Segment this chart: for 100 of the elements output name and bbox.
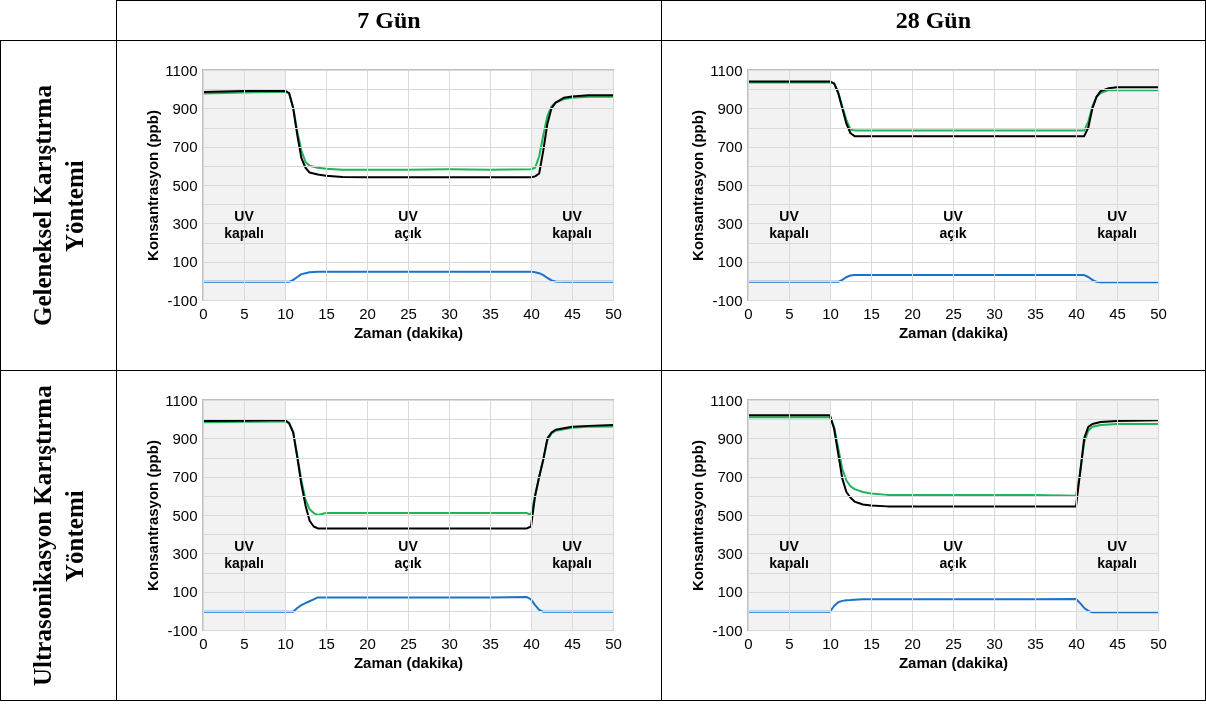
text: Ultrasonikasyon Karıştırma Yöntemi	[27, 384, 89, 688]
x-tick-label: 15	[318, 634, 336, 652]
x-tick-label: 50	[1149, 304, 1167, 322]
x-tick-label: 5	[240, 634, 250, 652]
x-axis-title: Zaman (dakika)	[354, 653, 464, 671]
band-label: UV açık	[394, 208, 423, 242]
x-tick-label: 30	[441, 634, 459, 652]
y-tick-label: 500	[172, 176, 198, 194]
x-tick-label: 45	[1108, 304, 1126, 322]
band-label: UV kapalı	[552, 538, 593, 572]
x-tick-label: 40	[1067, 304, 1085, 322]
band-label: UV kapalı	[768, 538, 809, 572]
text: Geleneksel Karıştırma Yöntemi	[27, 84, 89, 328]
band-label: UV kapalı	[224, 538, 265, 572]
x-tick-label: 0	[744, 634, 753, 652]
x-tick-label: 30	[985, 634, 1003, 652]
x-axis-title: Zaman (dakika)	[354, 323, 464, 341]
y-axis-title: Konsantrasyon (ppb)	[689, 110, 707, 261]
y-tick-label: 100	[172, 253, 198, 271]
y-tick-label: 700	[172, 138, 198, 156]
x-tick-label: 5	[785, 634, 794, 652]
y-axis-title: Konsantrasyon (ppb)	[144, 110, 162, 261]
y-tick-label: 900	[172, 99, 198, 117]
x-tick-label: 30	[985, 304, 1003, 322]
band-label: UV kapalı	[1096, 208, 1137, 242]
x-tick-label: 40	[1067, 634, 1085, 652]
y-tick-label: 300	[717, 544, 743, 562]
y-tick-label: -100	[167, 291, 198, 309]
line-series	[203, 596, 614, 613]
band-label: UV kapalı	[1096, 538, 1137, 572]
y-tick-label: 1100	[165, 61, 198, 79]
band-label: UV açık	[939, 208, 967, 242]
chart-title: 7 Gün	[116, 0, 662, 41]
y-tick-label: 700	[717, 138, 743, 156]
band-label: UV açık	[939, 538, 967, 572]
y-tick-label: 300	[717, 214, 743, 232]
y-axis-title: Konsantrasyon (ppb)	[144, 440, 162, 591]
y-tick-label: -100	[712, 291, 743, 309]
line-series	[747, 597, 1158, 614]
y-tick-label: 500	[717, 176, 743, 194]
x-tick-label: 50	[1149, 634, 1167, 652]
x-tick-label: 15	[862, 634, 880, 652]
x-tick-label: 5	[240, 304, 250, 322]
x-axis-title: Zaman (dakika)	[898, 323, 1008, 341]
y-tick-label: 300	[172, 214, 198, 232]
x-tick-label: 50	[605, 304, 623, 322]
y-tick-label: -100	[712, 621, 743, 639]
x-tick-label: 20	[903, 634, 921, 652]
band-label: UV kapalı	[768, 208, 809, 242]
x-tick-label: 35	[482, 634, 500, 652]
y-tick-label: 500	[172, 506, 198, 524]
y-tick-label: -100	[167, 621, 198, 639]
y-tick-label: 100	[717, 583, 743, 601]
x-tick-label: 10	[277, 304, 295, 322]
x-tick-label: 25	[944, 304, 962, 322]
band-label: UV kapalı	[224, 208, 265, 242]
x-tick-label: 10	[821, 304, 839, 322]
x-tick-label: 40	[523, 634, 541, 652]
band-label: UV kapalı	[552, 208, 593, 242]
x-tick-label: 35	[482, 304, 500, 322]
y-tick-label: 300	[172, 544, 198, 562]
x-tick-label: 0	[744, 304, 753, 322]
x-tick-label: 10	[277, 634, 295, 652]
y-tick-label: 1100	[710, 391, 743, 409]
line-series	[203, 270, 614, 283]
x-tick-label: 25	[400, 634, 418, 652]
x-tick-label: 25	[400, 304, 418, 322]
x-tick-label: 15	[862, 304, 880, 322]
x-tick-label: 10	[821, 634, 839, 652]
band-label: UV açık	[394, 538, 423, 572]
y-tick-label: 100	[172, 583, 198, 601]
x-tick-label: 45	[564, 304, 582, 322]
x-tick-label: 35	[1026, 304, 1044, 322]
x-tick-label: 30	[441, 304, 459, 322]
x-tick-label: 20	[903, 304, 921, 322]
x-tick-label: 5	[785, 304, 794, 322]
x-tick-label: 25	[944, 634, 962, 652]
y-tick-label: 700	[172, 468, 198, 486]
line-series	[747, 274, 1158, 284]
y-tick-label: 1100	[710, 61, 743, 79]
y-tick-label: 100	[717, 253, 743, 271]
y-tick-label: 1100	[165, 391, 198, 409]
x-axis-title: Zaman (dakika)	[898, 653, 1008, 671]
y-tick-label: 900	[172, 429, 198, 447]
y-tick-label: 500	[717, 506, 743, 524]
y-tick-label: 900	[717, 429, 743, 447]
x-tick-label: 15	[318, 304, 336, 322]
x-tick-label: 20	[359, 634, 377, 652]
x-tick-label: 45	[564, 634, 582, 652]
y-axis-title: Konsantrasyon (ppb)	[689, 440, 707, 591]
x-tick-label: 20	[359, 304, 377, 322]
y-tick-label: 900	[717, 99, 743, 117]
x-tick-label: 40	[523, 304, 541, 322]
x-tick-label: 0	[199, 634, 209, 652]
x-tick-label: 35	[1026, 634, 1044, 652]
x-tick-label: 45	[1108, 634, 1126, 652]
x-tick-label: 0	[199, 304, 209, 322]
y-tick-label: 700	[717, 468, 743, 486]
chart-title: 28 Gün	[661, 0, 1206, 41]
x-tick-label: 50	[605, 634, 623, 652]
